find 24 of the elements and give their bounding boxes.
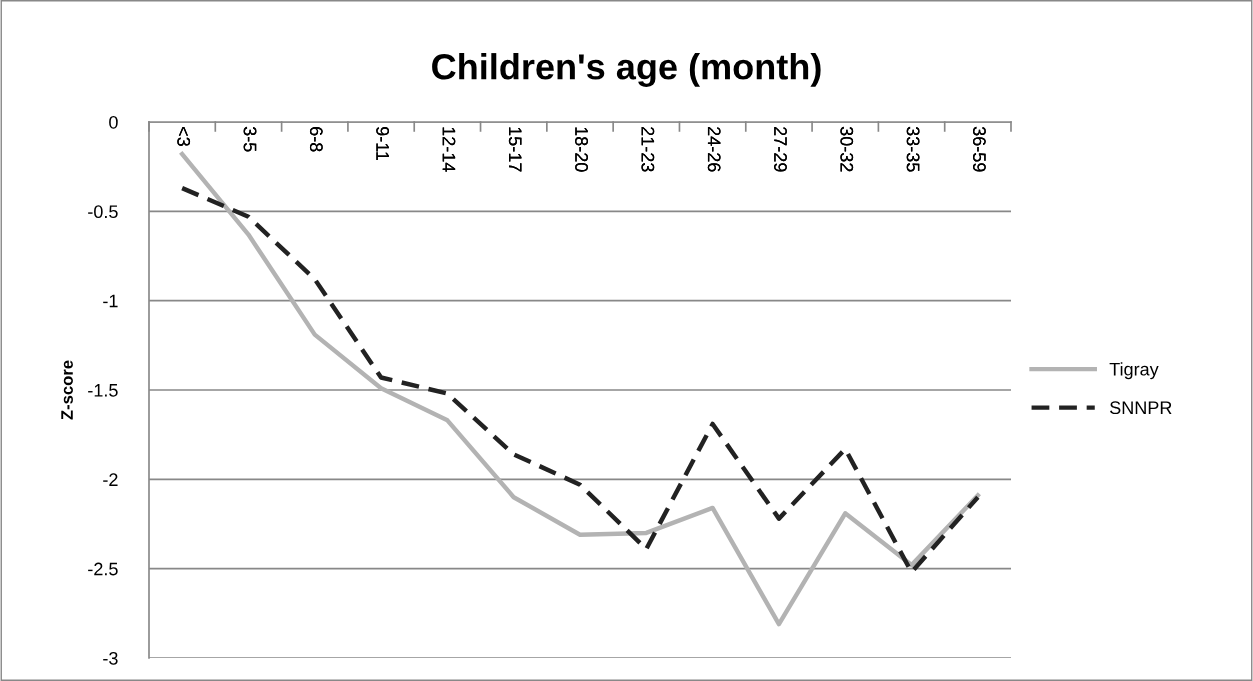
y-tick-label: -2.5 [88, 562, 118, 576]
x-tick-label: 33-35 [906, 126, 920, 172]
x-tick-label: 27-29 [774, 127, 787, 172]
y-tick-label: -3 [103, 651, 118, 665]
legend-label: SNNPR [1110, 401, 1172, 415]
x-tick-label: 12-14 [442, 127, 456, 172]
x-tick-label: <3 [177, 127, 191, 146]
x-tick-label: 18-20 [575, 127, 588, 172]
x-tick-label: 15-17 [508, 127, 522, 172]
x-tick-label: 9-11 [376, 127, 390, 161]
x-tick-label: 36-59 [973, 126, 986, 172]
y-tick-label: -0.5 [88, 205, 118, 219]
y-tick-label: -2 [103, 473, 118, 486]
x-tick-label: 30-32 [840, 126, 854, 172]
x-tick-label: 24-26 [707, 127, 721, 172]
legend-label: Tigray [1109, 362, 1159, 380]
x-tick-label: 3-5 [243, 126, 257, 152]
x-tick-label: 6-8 [309, 127, 323, 152]
y-axis-title: Z-score [61, 360, 73, 420]
y-tick-label: -1.5 [88, 384, 118, 397]
chart-title: Children's age (month) [432, 53, 821, 87]
x-tick-label: 21-23 [641, 127, 655, 172]
y-tick-label: -1 [103, 294, 118, 308]
y-tick-label: 0 [109, 115, 118, 129]
